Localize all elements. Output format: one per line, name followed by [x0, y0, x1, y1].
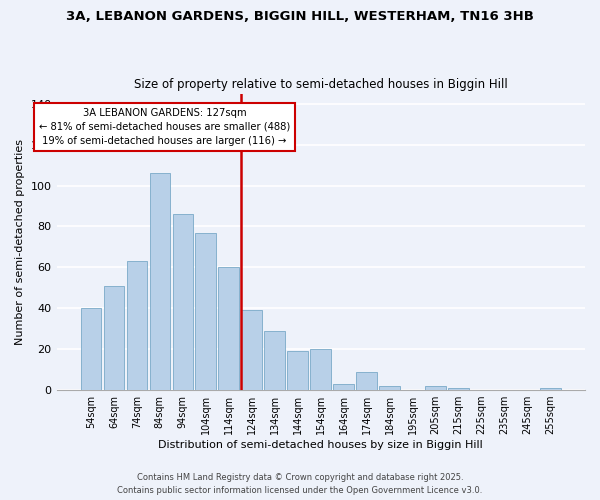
Bar [540, 388, 561, 390]
Bar [425, 386, 446, 390]
Bar [127, 261, 147, 390]
Bar [218, 268, 239, 390]
Bar [265, 331, 285, 390]
Bar [310, 349, 331, 390]
Bar [287, 351, 308, 390]
Bar [334, 384, 354, 390]
Bar [149, 174, 170, 390]
Bar [448, 388, 469, 390]
Bar [196, 232, 216, 390]
Bar [173, 214, 193, 390]
Bar [80, 308, 101, 390]
X-axis label: Distribution of semi-detached houses by size in Biggin Hill: Distribution of semi-detached houses by … [158, 440, 483, 450]
Text: 3A, LEBANON GARDENS, BIGGIN HILL, WESTERHAM, TN16 3HB: 3A, LEBANON GARDENS, BIGGIN HILL, WESTER… [66, 10, 534, 23]
Bar [241, 310, 262, 390]
Y-axis label: Number of semi-detached properties: Number of semi-detached properties [15, 139, 25, 345]
Bar [356, 372, 377, 390]
Bar [379, 386, 400, 390]
Title: Size of property relative to semi-detached houses in Biggin Hill: Size of property relative to semi-detach… [134, 78, 508, 91]
Bar [104, 286, 124, 390]
Text: 3A LEBANON GARDENS: 127sqm
← 81% of semi-detached houses are smaller (488)
19% o: 3A LEBANON GARDENS: 127sqm ← 81% of semi… [39, 108, 290, 146]
Text: Contains HM Land Registry data © Crown copyright and database right 2025.
Contai: Contains HM Land Registry data © Crown c… [118, 474, 482, 495]
